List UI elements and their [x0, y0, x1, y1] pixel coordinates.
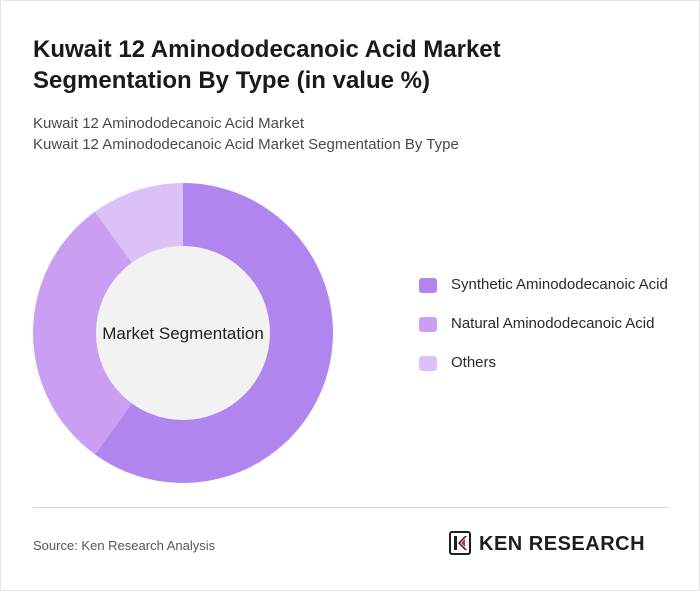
subtitle-line-2: Kuwait 12 Aminododecanoic Acid Market Se… — [33, 136, 459, 153]
legend-label-others: Others — [451, 354, 497, 371]
donut-hole — [96, 246, 270, 420]
source-note: Source: Ken Research Analysis — [33, 538, 216, 553]
legend-item-natural: Natural Aminododecanoic Acid — [419, 312, 679, 335]
subtitle-line-1: Kuwait 12 Aminododecanoic Acid Market — [33, 115, 304, 132]
subtitle: Kuwait 12 Aminododecanoic Acid Market Ku… — [33, 113, 459, 155]
donut-chart: Market Segmentation — [33, 183, 333, 483]
legend-item-others: Others — [419, 351, 679, 374]
legend: Synthetic Aminododecanoic Acid Natural A… — [419, 273, 679, 390]
donut-svg: Market Segmentation — [33, 183, 333, 483]
legend-item-synthetic: Synthetic Aminododecanoic Acid — [419, 273, 679, 296]
legend-swatch-synthetic — [419, 278, 437, 293]
donut-center-label: Market Segmentation — [102, 324, 264, 343]
legend-swatch-natural — [419, 317, 437, 332]
ken-research-logo-text: KEN RESEARCH — [479, 533, 646, 555]
ken-research-logo-icon — [449, 531, 471, 555]
legend-label-synthetic: Synthetic Aminododecanoic Acid — [451, 276, 668, 293]
legend-swatch-others — [419, 356, 437, 371]
chart-title: Kuwait 12 Aminododecanoic Acid Market Se… — [33, 36, 501, 94]
footer-divider — [33, 507, 669, 508]
legend-label-natural: Natural Aminododecanoic Acid — [451, 315, 655, 332]
